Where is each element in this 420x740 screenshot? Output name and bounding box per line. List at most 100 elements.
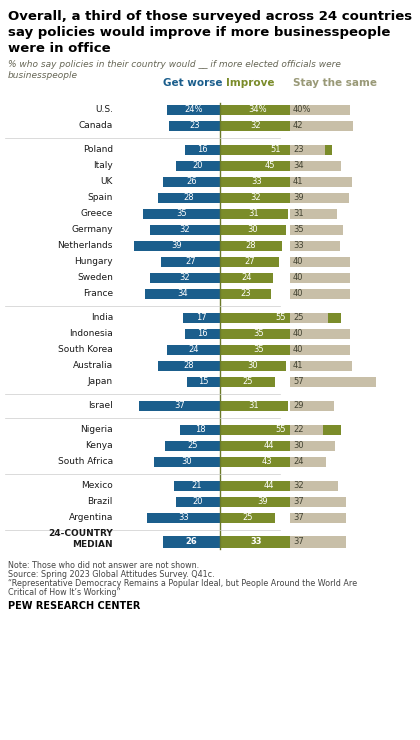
Text: 37: 37 xyxy=(293,514,304,522)
Text: 44: 44 xyxy=(263,442,274,451)
Bar xyxy=(220,513,275,523)
Text: 15: 15 xyxy=(198,377,209,386)
Text: 39: 39 xyxy=(293,193,304,203)
Bar xyxy=(220,289,270,299)
Bar xyxy=(220,193,290,203)
Bar xyxy=(160,257,220,267)
Text: 26: 26 xyxy=(186,537,197,547)
Bar xyxy=(158,193,220,203)
Text: 27: 27 xyxy=(244,258,255,266)
Text: 32: 32 xyxy=(250,121,260,130)
Text: Sweden: Sweden xyxy=(77,274,113,283)
Text: India: India xyxy=(91,314,113,323)
Text: 24: 24 xyxy=(241,274,252,283)
Bar xyxy=(290,441,335,451)
Text: France: France xyxy=(83,289,113,298)
Bar xyxy=(290,289,350,299)
Bar xyxy=(163,177,220,187)
Text: Mexico: Mexico xyxy=(81,482,113,491)
Bar xyxy=(290,225,342,235)
Text: Greece: Greece xyxy=(81,209,113,218)
Bar xyxy=(163,536,220,548)
Bar xyxy=(134,241,220,251)
Bar xyxy=(150,273,220,283)
Text: U.S.: U.S. xyxy=(95,106,113,115)
Text: 41: 41 xyxy=(293,178,304,186)
Bar xyxy=(220,329,297,339)
Text: 37: 37 xyxy=(293,537,304,547)
Text: “Representative Democracy Remains a Popular Ideal, but People Around the World A: “Representative Democracy Remains a Popu… xyxy=(8,579,357,588)
Bar xyxy=(220,145,332,155)
Bar xyxy=(167,105,220,115)
Text: 23: 23 xyxy=(189,121,200,130)
Text: 37: 37 xyxy=(174,402,185,411)
Bar xyxy=(220,401,288,411)
Bar xyxy=(290,345,350,355)
Bar xyxy=(220,313,341,323)
Bar xyxy=(167,345,220,355)
Bar xyxy=(290,536,346,548)
Text: 43: 43 xyxy=(262,457,273,466)
Text: 28: 28 xyxy=(184,362,194,371)
Text: Brazil: Brazil xyxy=(88,497,113,506)
Text: 22: 22 xyxy=(293,425,304,434)
Bar xyxy=(290,361,352,371)
Bar xyxy=(290,105,350,115)
Text: 40: 40 xyxy=(293,346,304,354)
Bar xyxy=(220,377,275,387)
Text: Overall, a third of those surveyed across 24 countries
say policies would improv: Overall, a third of those surveyed acros… xyxy=(8,10,412,55)
Bar xyxy=(290,497,346,507)
Bar xyxy=(290,161,341,171)
Text: 20: 20 xyxy=(193,161,203,170)
Text: 17: 17 xyxy=(196,314,207,323)
Bar xyxy=(290,121,353,131)
Text: 57: 57 xyxy=(293,377,304,386)
Text: 16: 16 xyxy=(197,146,208,155)
Text: Indonesia: Indonesia xyxy=(69,329,113,338)
Text: Netherlands: Netherlands xyxy=(58,241,113,251)
Text: Italy: Italy xyxy=(93,161,113,170)
Text: 16: 16 xyxy=(197,329,208,338)
Text: 21: 21 xyxy=(192,482,202,491)
Text: Germany: Germany xyxy=(71,226,113,235)
Text: Nigeria: Nigeria xyxy=(80,425,113,434)
Bar xyxy=(220,241,281,251)
Bar xyxy=(290,193,349,203)
Bar xyxy=(220,441,317,451)
Bar xyxy=(150,225,220,235)
Bar xyxy=(220,273,273,283)
Text: 25: 25 xyxy=(187,442,198,451)
Bar xyxy=(220,161,319,171)
Text: 33: 33 xyxy=(178,514,189,522)
Bar xyxy=(176,161,220,171)
Text: 51: 51 xyxy=(271,146,281,155)
Bar xyxy=(290,177,352,187)
Text: 32: 32 xyxy=(179,226,190,235)
Text: 23: 23 xyxy=(240,289,251,298)
Text: 40: 40 xyxy=(293,274,304,283)
Text: 24: 24 xyxy=(188,346,199,354)
Bar xyxy=(220,209,288,219)
Text: 41: 41 xyxy=(293,362,304,371)
Text: 20: 20 xyxy=(193,497,203,506)
Text: Get worse: Get worse xyxy=(163,78,223,88)
Text: 18: 18 xyxy=(195,425,205,434)
Text: 30: 30 xyxy=(293,442,304,451)
Text: 44: 44 xyxy=(263,482,274,491)
Text: 45: 45 xyxy=(264,161,275,170)
Text: 34: 34 xyxy=(293,161,304,170)
Text: 24: 24 xyxy=(293,457,304,466)
Bar xyxy=(290,257,350,267)
Text: 40: 40 xyxy=(293,258,304,266)
Text: 32: 32 xyxy=(293,482,304,491)
Text: Hungary: Hungary xyxy=(74,258,113,266)
Bar xyxy=(169,121,220,131)
Text: 30: 30 xyxy=(248,362,258,371)
Text: 24%: 24% xyxy=(184,106,203,115)
Text: South Korea: South Korea xyxy=(58,346,113,354)
Text: Canada: Canada xyxy=(79,121,113,130)
Bar xyxy=(176,497,220,507)
Bar xyxy=(290,273,350,283)
Text: Critical of How It’s Working”: Critical of How It’s Working” xyxy=(8,588,121,597)
Bar xyxy=(158,361,220,371)
